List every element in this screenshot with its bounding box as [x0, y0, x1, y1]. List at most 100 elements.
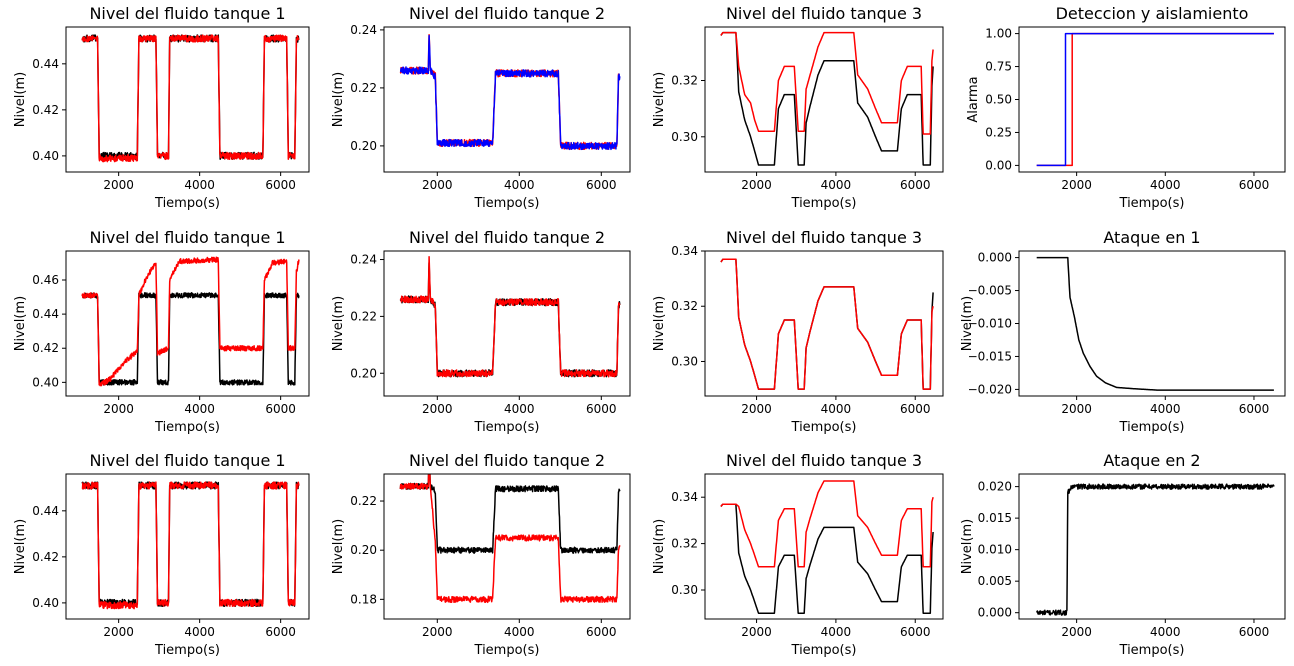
series-line-0 — [720, 503, 934, 614]
y-tick-label: 0.46 — [32, 273, 59, 287]
series-line-0 — [81, 34, 300, 161]
plot-frame — [1018, 26, 1286, 173]
x-axis-label: Tiempo(s) — [154, 420, 220, 435]
y-tick-label: 0.000 — [978, 606, 1012, 620]
x-tick-label: 6000 — [900, 625, 931, 639]
x-tick-label: 4000 — [1150, 178, 1181, 192]
x-tick-label: 6000 — [1239, 178, 1270, 192]
series-line-0 — [399, 34, 621, 151]
plot-frame — [65, 473, 310, 620]
y-tick-label: 0.30 — [671, 130, 698, 144]
chart-2: 2000 4000 6000 0.30 0.32 Nivel del fluido tan… — [652, 4, 944, 211]
series-line-1 — [720, 480, 934, 568]
x-axis-label: Tiempo(s) — [474, 196, 540, 211]
x-tick-label: 2000 — [103, 625, 134, 639]
x-tick-label: 2000 — [103, 402, 134, 416]
x-axis-label: Tiempo(s) — [1119, 643, 1185, 658]
plot-frame — [704, 250, 944, 397]
x-axis-label: Tiempo(s) — [1119, 196, 1185, 211]
series-line-0 — [399, 262, 621, 378]
y-tick-label: −0.015 — [968, 349, 1012, 363]
y-tick-label: 0.000 — [978, 251, 1012, 265]
y-tick-label: 0.25 — [985, 125, 1012, 139]
series-line-0 — [720, 31, 934, 166]
y-tick-label: 0.24 — [350, 23, 377, 37]
chart-title: Nivel del fluido tanque 2 — [409, 4, 605, 23]
x-tick-label: 6000 — [586, 625, 617, 639]
series-line-0 — [81, 292, 300, 386]
chart-title: Ataque en 2 — [1103, 451, 1200, 470]
chart-title: Nivel del fluido tanque 2 — [409, 451, 605, 470]
chart-title: Ataque en 1 — [1103, 228, 1200, 247]
y-tick-label: 0.40 — [32, 596, 59, 610]
series-line-1 — [399, 34, 621, 151]
x-tick-label: 2000 — [422, 402, 453, 416]
x-tick-label: 2000 — [741, 625, 772, 639]
chart-title: Nivel del fluido tanque 3 — [726, 4, 922, 23]
x-tick-label: 6000 — [1239, 625, 1270, 639]
y-axis-label: Nivel(m) — [13, 296, 28, 351]
y-tick-label: 0.22 — [350, 309, 377, 323]
x-tick-label: 6000 — [265, 402, 296, 416]
y-tick-label: 0.32 — [671, 299, 698, 313]
y-tick-label: 0.44 — [32, 307, 59, 321]
series-line-1 — [399, 474, 621, 604]
x-tick-label: 2000 — [422, 625, 453, 639]
chart-title: Nivel del fluido tanque 3 — [726, 451, 922, 470]
y-axis-label: Nivel(m) — [13, 72, 28, 127]
y-axis-label: Nivel(m) — [960, 296, 975, 351]
chart-8: 2000 4000 6000 0.000 0.005 0.010 0.015 0.020 Ata… — [960, 451, 1286, 658]
x-tick-label: 2000 — [741, 178, 772, 192]
series-line-1 — [81, 256, 300, 387]
y-tick-label: 0.18 — [350, 592, 377, 606]
y-tick-label: 0.34 — [671, 244, 698, 258]
x-tick-label: 4000 — [504, 402, 535, 416]
x-tick-label: 4000 — [184, 178, 215, 192]
chart-title: Deteccion y aislamiento — [1056, 4, 1249, 23]
x-tick-label: 2000 — [1061, 402, 1092, 416]
y-tick-label: 0.44 — [32, 504, 59, 518]
y-tick-label: 0.20 — [350, 366, 377, 380]
x-tick-label: 4000 — [821, 625, 852, 639]
x-tick-label: 2000 — [103, 178, 134, 192]
chart-4: 2000 4000 6000 0.40 0.42 0.44 0.46 Nivel del fl… — [13, 228, 310, 435]
series-line-0 — [1035, 483, 1275, 616]
y-tick-label: 0.42 — [32, 103, 59, 117]
y-tick-label: 0.22 — [350, 494, 377, 508]
y-tick-label: −0.005 — [968, 284, 1012, 298]
x-axis-label: Tiempo(s) — [791, 643, 857, 658]
series-line-1 — [720, 258, 934, 390]
x-tick-label: 2000 — [741, 402, 772, 416]
plot-frame — [65, 26, 310, 173]
x-axis-label: Tiempo(s) — [154, 196, 220, 211]
chart-title: Nivel del fluido tanque 1 — [89, 228, 285, 247]
chart-title: Nivel del fluido tanque 1 — [89, 4, 285, 23]
series-line-0 — [81, 481, 300, 608]
y-tick-label: 0.40 — [32, 149, 59, 163]
y-tick-label: 0.44 — [32, 57, 59, 71]
y-tick-label: 0.20 — [350, 543, 377, 557]
plot-frame — [704, 26, 944, 173]
chart-7: 2000 4000 6000 0.000 −0.005 −0.010 −0.015 −0.02… — [960, 228, 1286, 435]
chart-title: Nivel del fluido tanque 2 — [409, 228, 605, 247]
y-axis-label: Nivel(m) — [331, 296, 346, 351]
y-axis-label: Nivel(m) — [652, 296, 667, 351]
plot-frame — [1018, 250, 1286, 397]
y-tick-label: 0.50 — [985, 93, 1012, 107]
plot-frame — [383, 250, 631, 397]
x-tick-label: 6000 — [265, 625, 296, 639]
chart-0: 2000 4000 6000 0.40 0.42 0.44 Nivel del fluido… — [13, 4, 310, 211]
y-tick-label: 0.015 — [978, 511, 1012, 525]
x-tick-label: 2000 — [1061, 178, 1092, 192]
x-tick-label: 4000 — [1150, 625, 1181, 639]
series-line-0 — [1036, 256, 1275, 391]
x-tick-label: 6000 — [265, 178, 296, 192]
y-tick-label: 0.75 — [985, 60, 1012, 74]
y-tick-label: 0.32 — [671, 73, 698, 87]
y-tick-label: 0.010 — [978, 543, 1012, 557]
x-tick-label: 4000 — [504, 625, 535, 639]
plot-frame — [383, 473, 631, 620]
y-tick-label: 0.22 — [350, 81, 377, 95]
y-tick-label: 0.32 — [671, 537, 698, 551]
